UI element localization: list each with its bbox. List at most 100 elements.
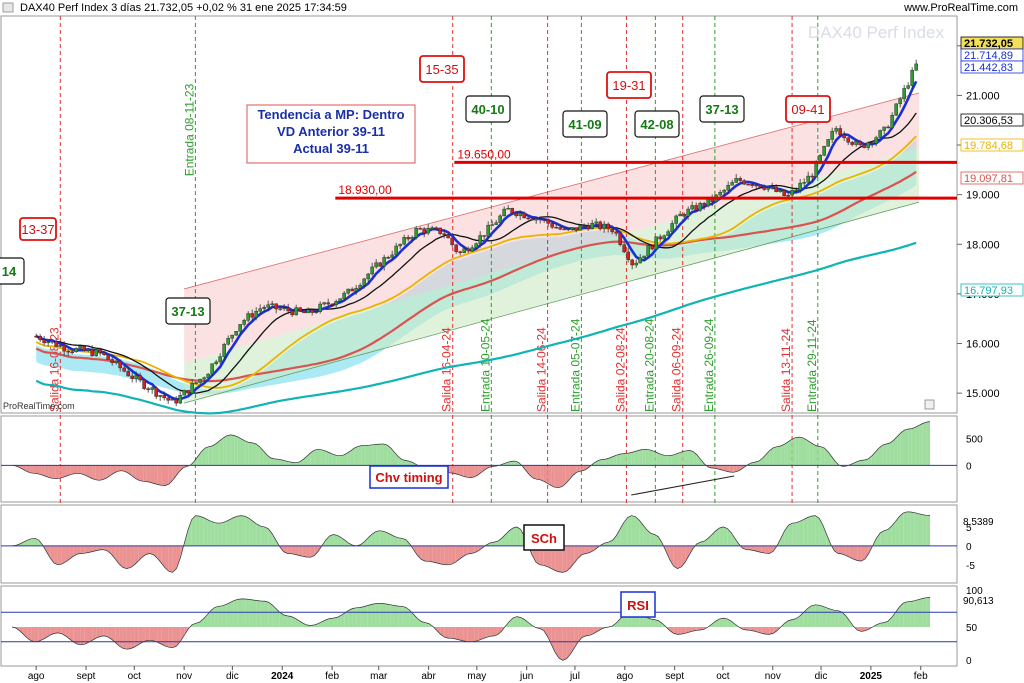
- candle: [890, 114, 894, 129]
- green-count-box: [634, 110, 680, 138]
- rsi-area-fill: [673, 627, 678, 635]
- candle: [770, 186, 774, 189]
- sch-area-fill: [428, 545, 433, 562]
- candle: [610, 228, 614, 233]
- sch-area-fill: [543, 545, 548, 567]
- candle: [62, 345, 66, 352]
- sch-area-fill: [551, 545, 556, 571]
- rsi-area-fill: [352, 607, 357, 627]
- rsi-area-fill: [115, 627, 120, 646]
- chv-area-fill: [598, 459, 603, 466]
- chv-area-fill: [135, 465, 140, 481]
- sch-area-fill: [612, 535, 617, 546]
- chv-area-fill: [37, 465, 42, 475]
- y-tick-label: 15.000: [966, 388, 1000, 400]
- chv-area-fill: [471, 465, 475, 478]
- chv-area-fill: [773, 446, 777, 466]
- rsi-area-fill: [157, 627, 162, 645]
- candle: [746, 183, 750, 186]
- price-label-box: [960, 171, 1024, 185]
- candle: [406, 237, 410, 240]
- candle: [298, 307, 302, 312]
- chv-area-fill: [620, 453, 624, 466]
- candle: [774, 186, 778, 192]
- candle: [390, 254, 394, 258]
- rsi-area-fill: [692, 627, 697, 632]
- red-count-label: 13-37: [21, 222, 54, 237]
- rsi-area-fill: [650, 619, 655, 627]
- entry-signal-label: Entrada 20-08-24: [642, 318, 656, 412]
- candle: [742, 180, 746, 185]
- candle: [750, 183, 754, 186]
- chv-area-fill: [314, 449, 318, 466]
- sch-area-fill: [390, 534, 395, 546]
- sch-area-fill: [161, 545, 165, 568]
- brand-link[interactable]: www.ProRealTime.com: [903, 2, 1018, 14]
- candle: [486, 224, 490, 237]
- info-icon[interactable]: [924, 399, 935, 410]
- chv-area-fill: [777, 446, 781, 466]
- menu-icon[interactable]: [2, 2, 14, 13]
- channel-upper-line: [184, 92, 920, 290]
- chv-area-fill: [132, 465, 136, 479]
- chv-area-fill: [223, 435, 227, 466]
- support-label: 19.650,00: [457, 147, 511, 161]
- candle: [510, 208, 514, 214]
- rsi-area-fill: [497, 627, 502, 635]
- sch-title-box: [523, 524, 565, 551]
- chv-area-fill: [237, 436, 242, 466]
- chv-area-fill: [398, 456, 402, 466]
- candle: [370, 266, 374, 275]
- chv-area-fill: [205, 446, 209, 466]
- candle: [906, 85, 910, 89]
- candle: [854, 141, 858, 145]
- rsi-area-fill: [444, 627, 449, 639]
- sch-area-fill: [333, 534, 338, 546]
- chv-area-fill: [696, 454, 701, 466]
- rsi-last-value: 90,613: [963, 596, 994, 607]
- green-count-label: 42-08: [640, 117, 673, 132]
- rsi-area-fill: [207, 610, 211, 627]
- candle: [174, 399, 178, 404]
- rsi-area-fill: [122, 627, 127, 650]
- candle: [802, 182, 806, 184]
- candle: [54, 341, 58, 347]
- candle: [834, 128, 838, 132]
- rsi-area-fill: [31, 627, 35, 642]
- chv-area-fill: [653, 450, 657, 466]
- rsi-area-fill: [807, 605, 812, 627]
- candle: [494, 222, 498, 225]
- candle: [322, 302, 326, 305]
- sch-area-fill: [509, 527, 514, 546]
- sch-area-fill: [593, 545, 598, 551]
- candle: [470, 247, 474, 252]
- chv-area-fill: [358, 445, 362, 466]
- candle: [170, 399, 174, 401]
- candle: [782, 190, 786, 196]
- sch-area-fill: [822, 525, 827, 546]
- rsi-area-fill: [884, 621, 888, 627]
- candle: [886, 126, 890, 129]
- candle: [42, 339, 46, 344]
- rsi-area-fill: [337, 615, 341, 627]
- candle: [102, 352, 106, 356]
- chv-area-fill: [281, 459, 286, 466]
- sch-area-fill: [65, 545, 70, 562]
- sch-area-fill: [88, 545, 93, 553]
- sch-area-fill: [207, 519, 211, 546]
- x-tick-label: jun: [519, 671, 533, 682]
- rsi-area-fill: [597, 627, 602, 632]
- sch-area-fill: [723, 526, 728, 546]
- rsi-area-fill: [318, 621, 322, 627]
- candle: [674, 215, 678, 224]
- chv-area-fill: [536, 465, 541, 480]
- sch-area-fill: [92, 545, 97, 552]
- rsi-area-fill: [80, 627, 85, 645]
- green-count-label: 37-13: [171, 304, 204, 319]
- candle: [694, 205, 698, 211]
- candle: [558, 227, 562, 230]
- rsi-area-fill: [260, 600, 265, 627]
- chv-area-fill: [219, 437, 224, 466]
- sch-area-fill: [27, 538, 32, 546]
- sch-area-fill: [853, 545, 858, 561]
